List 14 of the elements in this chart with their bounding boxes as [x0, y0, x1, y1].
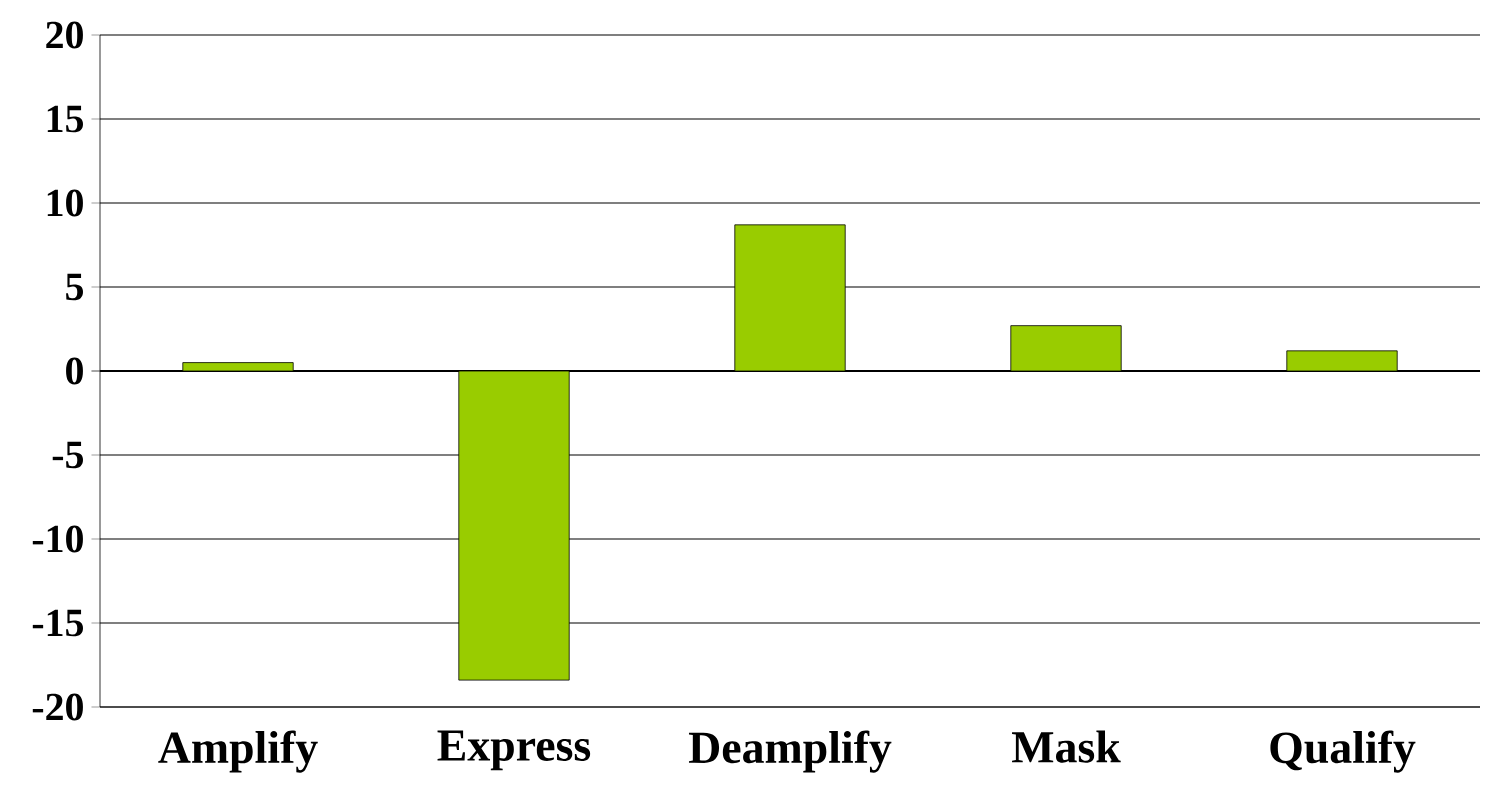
x-tick-label: Amplify: [158, 730, 318, 773]
x-tick-label: Mask: [1012, 730, 1121, 763]
y-tick-label: -20: [32, 693, 83, 721]
y-tick-label: -15: [32, 609, 83, 637]
y-tick-label: -5: [52, 441, 83, 469]
y-tick-label: 10: [47, 189, 83, 217]
y-tick-label: 5: [66, 273, 83, 301]
y-tick-label: -10: [32, 525, 83, 553]
x-tick-label: Qualify: [1270, 730, 1416, 773]
y-tick-label: 20: [46, 21, 83, 49]
x-tick-label: Express: [437, 730, 591, 771]
y-tick-label: 15: [47, 105, 83, 133]
x-tick-label: Deamplify: [688, 730, 892, 773]
y-tick-label: 0: [66, 357, 83, 385]
